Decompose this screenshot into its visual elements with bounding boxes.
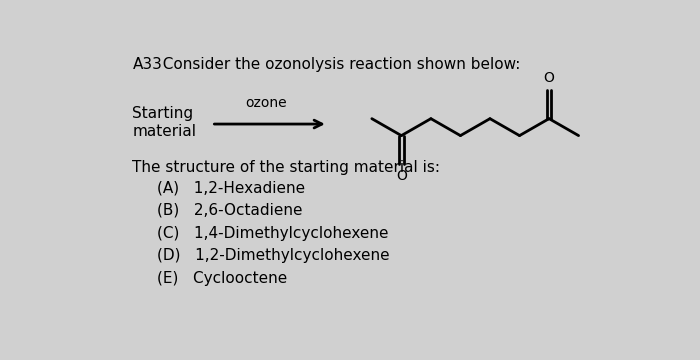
Text: (D)   1,2-Dimethylcyclohexene: (D) 1,2-Dimethylcyclohexene bbox=[158, 248, 390, 264]
Text: O: O bbox=[396, 169, 407, 183]
Text: Starting
material: Starting material bbox=[132, 106, 197, 139]
Text: (C)   1,4-Dimethylcyclohexene: (C) 1,4-Dimethylcyclohexene bbox=[158, 226, 389, 241]
Text: (A)   1,2-Hexadiene: (A) 1,2-Hexadiene bbox=[158, 180, 305, 195]
Text: The structure of the starting material is:: The structure of the starting material i… bbox=[132, 160, 440, 175]
Text: A33: A33 bbox=[132, 57, 162, 72]
Text: Consider the ozonolysis reaction shown below:: Consider the ozonolysis reaction shown b… bbox=[153, 57, 521, 72]
Text: (B)   2,6-Octadiene: (B) 2,6-Octadiene bbox=[158, 203, 302, 218]
Text: (E)   Cyclooctene: (E) Cyclooctene bbox=[158, 271, 288, 286]
Text: ozone: ozone bbox=[245, 96, 286, 110]
Text: O: O bbox=[544, 71, 554, 85]
